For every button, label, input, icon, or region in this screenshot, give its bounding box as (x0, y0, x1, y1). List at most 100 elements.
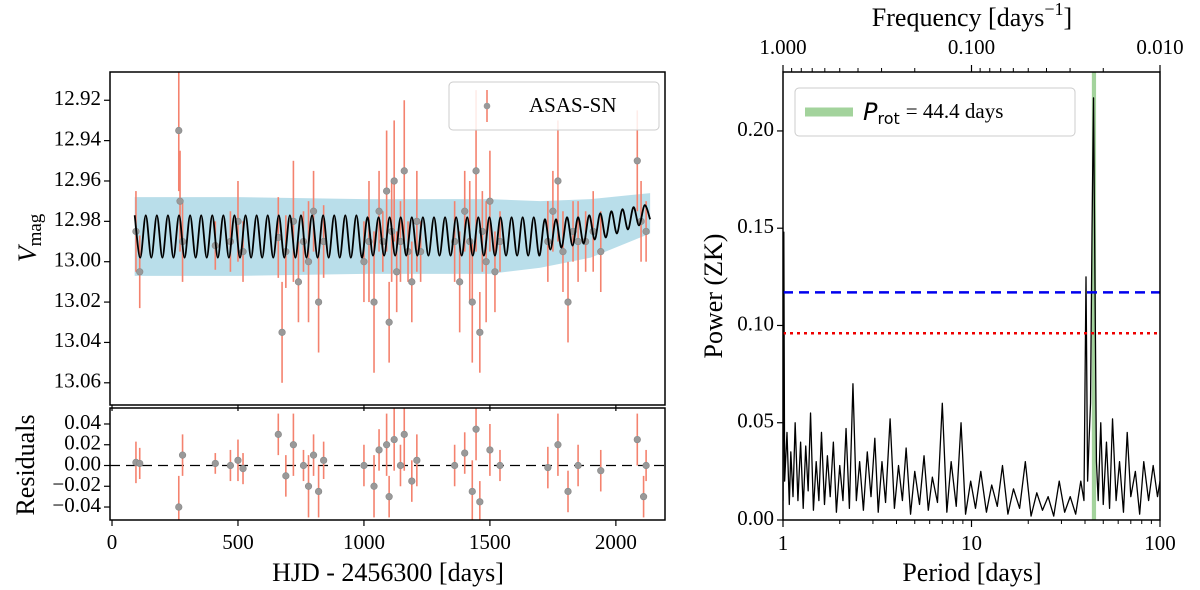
data-point (309, 451, 318, 459)
data-point (468, 487, 476, 496)
x2-label-text: Frequency [days (872, 3, 1045, 32)
y-label-subscript: mag (25, 213, 46, 246)
data-point (408, 477, 416, 485)
data-point (360, 461, 368, 470)
y-tick-label: 0.04 (64, 410, 101, 434)
data-point (413, 217, 421, 225)
periodogram-line (783, 97, 1160, 517)
data-point (468, 298, 476, 306)
data-point (390, 177, 398, 185)
data-point (320, 456, 328, 464)
data-point (456, 278, 464, 286)
legend-marker (483, 102, 491, 110)
data-point (633, 157, 641, 165)
data-point (234, 456, 242, 464)
y-tick-label: 0.02 (64, 431, 101, 455)
legend-label: Prot = 44.4 days (863, 98, 1003, 128)
data-point (136, 268, 144, 276)
data-point (472, 167, 480, 175)
data-point (278, 328, 286, 336)
data-point (633, 435, 641, 444)
data-point (239, 465, 247, 473)
data-point (597, 248, 605, 256)
y-tick-label: 0.00 (737, 506, 774, 530)
y-tick-label: 12.98 (54, 207, 101, 231)
data-point (408, 278, 416, 286)
x2-label-superscript: −1 (1044, 0, 1063, 19)
data-point (282, 472, 290, 480)
legend-box (448, 81, 660, 131)
data-point (175, 503, 183, 511)
y-tick-label: 12.96 (54, 167, 101, 191)
x2-label-text: ] (1064, 3, 1073, 32)
x-tick-label: 1000 (343, 530, 385, 554)
data-point (400, 167, 408, 175)
plot-area (783, 72, 1160, 520)
data-point (178, 451, 187, 459)
data-point (597, 467, 605, 475)
data-point (400, 430, 408, 438)
y-tick-label: 12.92 (54, 86, 101, 110)
y-tick-label: −0.02 (52, 472, 101, 496)
plot-area (132, 72, 651, 383)
y-tick-label: 13.02 (54, 288, 101, 312)
data-point (304, 258, 313, 266)
y-tick-label: 0.10 (737, 311, 774, 335)
x-tick-label: 1 (778, 531, 789, 555)
data-point (476, 498, 484, 506)
data-point (136, 459, 144, 468)
data-point (639, 493, 648, 501)
x-axis-label: HJD - 2456300 [days] (272, 558, 504, 587)
x2-tick-label: 1.000 (759, 35, 806, 59)
data-point (491, 268, 499, 276)
data-point (314, 487, 323, 496)
legend-text: = 44.4 days (906, 99, 1004, 123)
plot-area (110, 408, 665, 520)
x2-tick-label: 0.100 (948, 35, 995, 59)
data-point (461, 207, 469, 215)
x-axis-label: Period [days] (902, 558, 1041, 587)
axes-frame (782, 71, 1161, 521)
y-tick-label: 0.00 (64, 451, 101, 475)
x-tick-label: 2000 (595, 530, 637, 554)
data-point (393, 268, 401, 276)
data-point (370, 482, 378, 490)
data-point (451, 461, 459, 470)
data-point (486, 446, 494, 454)
data-point (564, 298, 572, 306)
data-point (564, 487, 572, 496)
y-axis-label: Power (ZK) (699, 234, 728, 359)
data-point (383, 187, 391, 195)
data-point (304, 482, 313, 490)
y-tick-label: 0.20 (737, 117, 774, 141)
y-tick-label: 0.05 (737, 409, 774, 433)
x-tick-label: 500 (222, 530, 254, 554)
data-point (274, 430, 282, 438)
data-point (309, 207, 318, 215)
data-point (544, 463, 552, 472)
data-point (385, 493, 393, 501)
data-point (314, 298, 323, 306)
data-point (299, 461, 308, 470)
data-point (289, 441, 298, 449)
data-point (461, 449, 469, 457)
data-point (559, 248, 567, 256)
y-tick-label: −0.04 (52, 493, 101, 517)
x-tick-label: 0 (107, 530, 118, 554)
legend-subscript: rot (877, 109, 899, 128)
axes-frame (109, 71, 666, 406)
data-point (396, 461, 405, 470)
model-line (133, 204, 651, 259)
data-point (642, 227, 650, 236)
data-point (496, 461, 504, 470)
data-point (383, 441, 391, 449)
data-point (574, 461, 582, 470)
x-tick-label: 100 (1144, 531, 1176, 555)
y-tick-label: 13.00 (54, 248, 101, 272)
data-point (554, 441, 562, 449)
data-point (375, 446, 383, 454)
axes-frame (109, 407, 666, 521)
data-point (574, 237, 582, 246)
data-point (476, 328, 484, 336)
